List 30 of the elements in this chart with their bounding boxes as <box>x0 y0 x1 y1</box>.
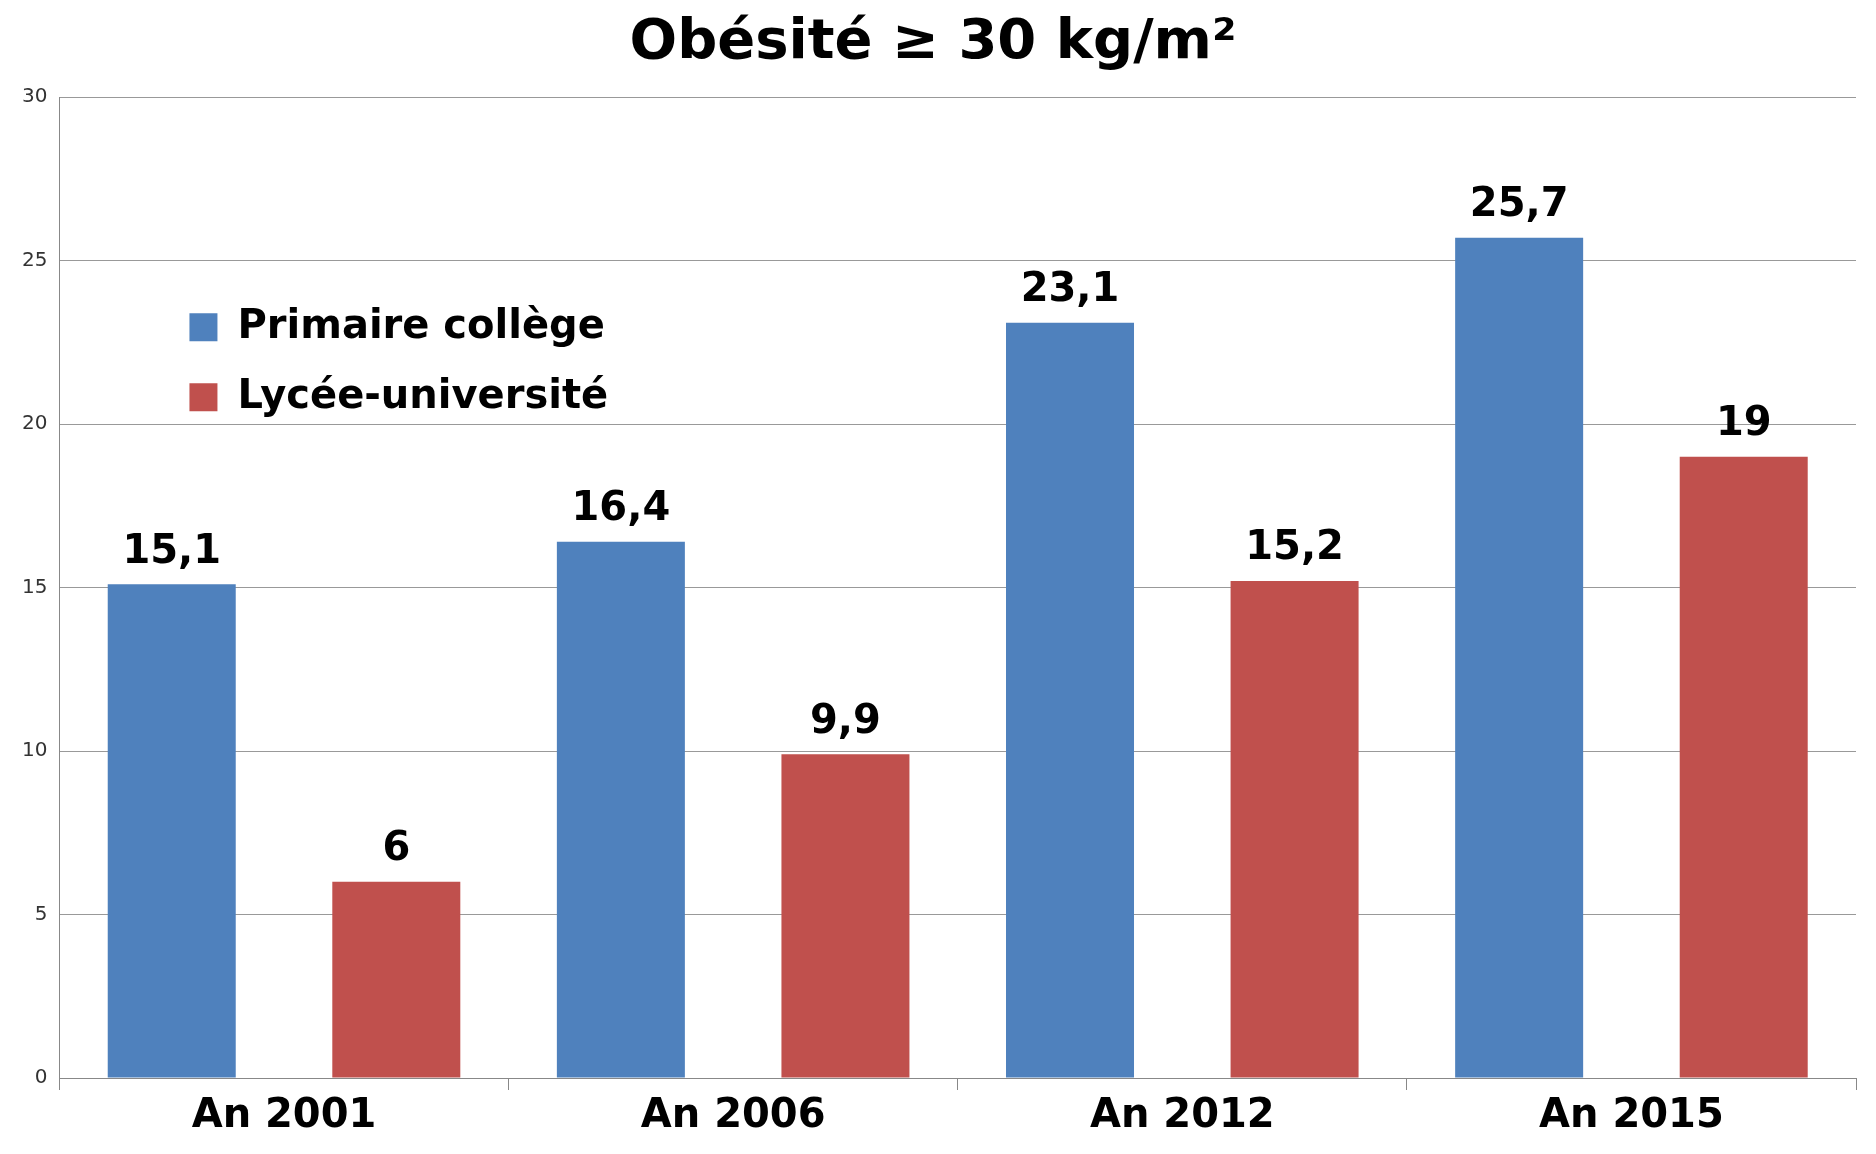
y-tick-label: 0 <box>34 1064 48 1089</box>
data-label: 9,9 <box>810 695 881 742</box>
bar <box>556 541 685 1078</box>
data-label: 25,7 <box>1469 179 1569 226</box>
y-tick-label: 15 <box>22 573 48 598</box>
legend-label: Lycée-université <box>237 370 609 417</box>
y-tick-label: 20 <box>22 410 48 435</box>
y-tick-label: 30 <box>22 83 48 108</box>
data-label: 15,2 <box>1245 522 1344 569</box>
bar <box>1006 322 1135 1078</box>
bar <box>107 584 236 1078</box>
x-tick-label: An 2001 <box>191 1090 377 1137</box>
data-label: 19 <box>1715 398 1772 445</box>
legend-label: Primaire collège <box>237 300 605 347</box>
data-label: 16,4 <box>571 483 671 530</box>
data-label: 15,1 <box>122 525 222 572</box>
y-tick-label: 25 <box>22 246 48 271</box>
bar <box>332 881 461 1078</box>
y-tick-label: 5 <box>34 900 48 925</box>
data-label: 23,1 <box>1020 264 1120 311</box>
x-tick-label: An 2015 <box>1539 1090 1724 1137</box>
data-label: 6 <box>382 823 411 870</box>
bar <box>1679 456 1808 1078</box>
chart-title: Obésité ≥ 30 kg/m² <box>629 6 1237 72</box>
x-tick-label: An 2012 <box>1089 1090 1275 1137</box>
bar <box>781 754 910 1078</box>
y-tick-label: 10 <box>22 737 48 762</box>
x-tick-label: An 2006 <box>640 1090 826 1137</box>
bar <box>1230 581 1359 1078</box>
bar <box>1455 237 1584 1078</box>
